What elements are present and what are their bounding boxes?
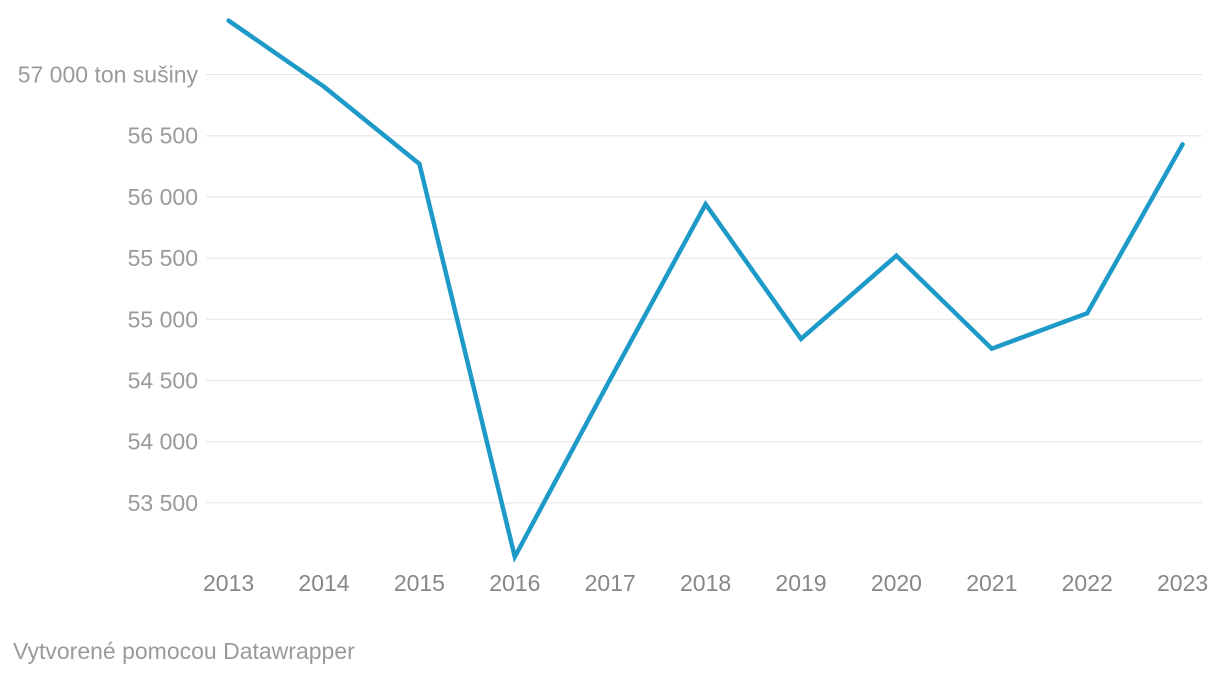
y-tick-label: 56 000: [128, 184, 198, 210]
y-tick-label: 53 500: [128, 490, 198, 516]
x-tick-label: 2019: [775, 570, 826, 596]
x-tick-label: 2022: [1062, 570, 1113, 596]
y-tick-label: 55 000: [128, 306, 198, 332]
x-tick-label: 2016: [489, 570, 540, 596]
chart-footer: Vytvorené pomocou Datawrapper: [0, 637, 1220, 665]
x-tick-label: 2020: [871, 570, 922, 596]
y-tick-label: 55 500: [128, 245, 198, 271]
y-tick-label: 54 500: [128, 368, 198, 394]
y-tick-label: 54 000: [128, 429, 198, 455]
x-tick-label: 2018: [680, 570, 731, 596]
y-tick-label: 57 000 ton sušiny: [18, 62, 199, 88]
chart-canvas: 57 000 ton sušiny 56 500 56 000 55 500 55 00…: [18, 18, 1208, 596]
x-tick-label: 2017: [585, 570, 636, 596]
y-tick-label: 56 500: [128, 123, 198, 149]
data-line[interactable]: [226, 18, 1185, 564]
x-tick-label: 2021: [966, 570, 1017, 596]
x-tick-label: 2023: [1157, 570, 1208, 596]
x-tick-label: 2015: [394, 570, 445, 596]
x-tick-label: 2013: [203, 570, 254, 596]
datawrapper-attribution-link[interactable]: Vytvorené pomocou Datawrapper: [13, 638, 355, 664]
x-tick-label: 2014: [298, 570, 349, 596]
